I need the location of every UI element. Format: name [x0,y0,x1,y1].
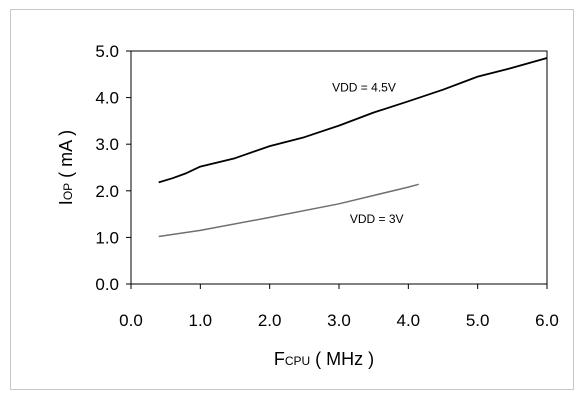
y-tick-label: 0.0 [95,275,119,294]
y-tick-label: 4.0 [95,89,119,108]
x-tick-label: 5.0 [466,311,490,330]
plot-area [130,50,548,285]
series-lines [158,57,548,238]
y-axis-title-main: I [56,200,76,205]
x-tick-label: 6.0 [535,311,559,330]
y-axis-title-rest: ( mA ) [56,130,76,183]
series-label: VDD = 3V [350,212,404,226]
x-tick-label: 4.0 [397,311,421,330]
x-tick-labels: 0.0 1.0 2.0 3.0 4.0 5.0 6.0 [119,311,559,330]
y-axis-title: IOP ( mA ) [56,130,76,205]
series-line [158,57,548,184]
series-line [158,183,419,238]
y-axis-title-subscript: OP [61,183,75,200]
x-tick-label: 1.0 [189,311,213,330]
x-axis-title: FCPU ( MHz ) [274,349,374,369]
series-labels: VDD = 4.5V VDD = 3V [332,81,403,226]
chart-frame [10,9,574,390]
axis-tick-marks [126,50,548,289]
x-axis-title-main: F [274,349,285,369]
y-tick-label: 2.0 [95,182,119,201]
x-tick-label: 0.0 [119,311,143,330]
y-tick-label: 3.0 [95,135,119,154]
series-label: VDD = 4.5V [332,81,396,95]
y-tick-label: 5.0 [95,42,119,61]
x-tick-label: 2.0 [258,311,282,330]
x-axis-title-rest: ( MHz ) [310,349,374,369]
y-tick-label: 1.0 [95,228,119,247]
x-tick-label: 3.0 [327,311,351,330]
x-axis-title-subscript: CPU [285,354,310,368]
y-tick-labels: 0.0 1.0 2.0 3.0 4.0 5.0 [95,42,119,294]
